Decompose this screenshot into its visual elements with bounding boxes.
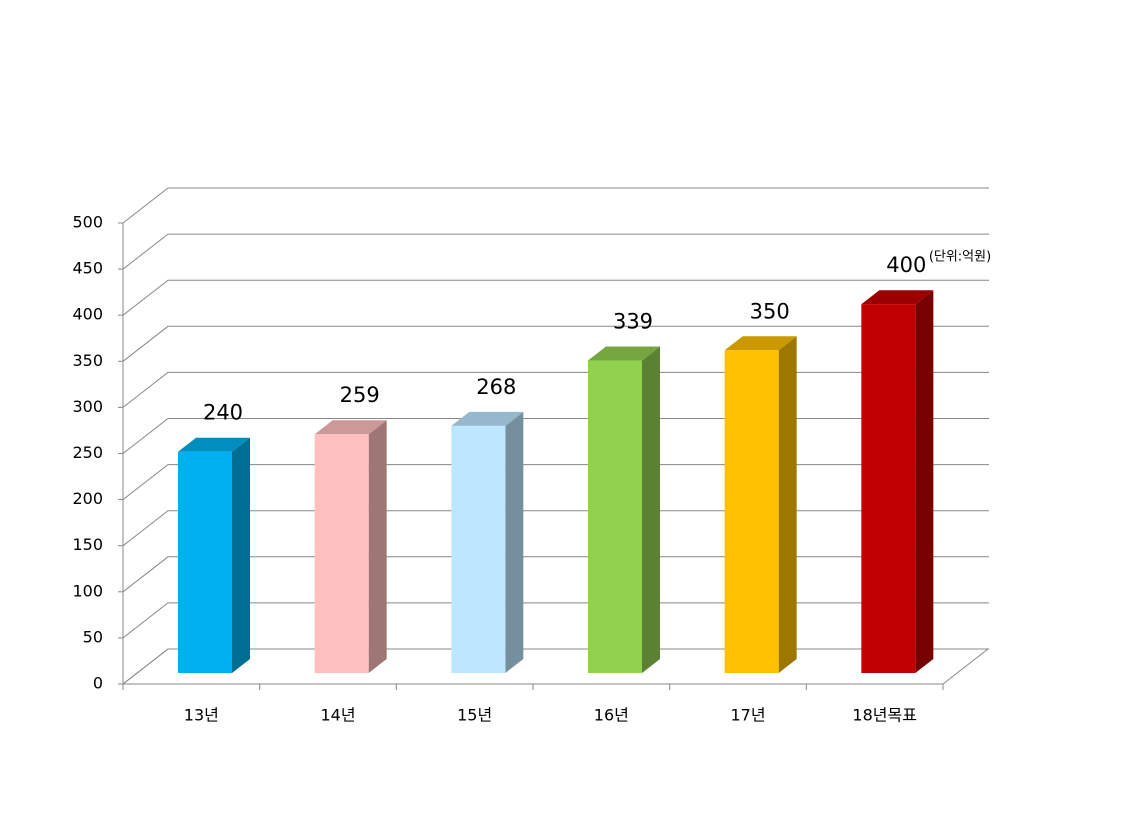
bar: [588, 360, 642, 673]
unit-annotation: (단위:억원): [929, 250, 991, 265]
y-tick-label: 300: [72, 397, 103, 416]
bar-side: [642, 346, 660, 673]
value-label: 240: [203, 401, 243, 425]
grid-line: [122, 325, 989, 362]
bar-top: [178, 437, 250, 452]
bar-side: [505, 411, 524, 673]
y-tick-label: 200: [72, 489, 103, 508]
bar: [314, 434, 369, 673]
value-label: 268: [476, 375, 516, 399]
y-tick-label: 400: [72, 305, 103, 324]
grid-line: [122, 371, 989, 408]
bar-top: [724, 336, 797, 351]
bar-top: [314, 420, 387, 435]
value-label: 350: [750, 299, 790, 323]
x-tick-label: 13년: [184, 706, 219, 725]
x-tick-label: 17년: [730, 706, 765, 725]
bar: [451, 425, 506, 673]
y-tick-label: 500: [72, 213, 103, 232]
grid-line: [122, 648, 989, 685]
grid-line: [122, 418, 989, 454]
y-tick-label: 350: [72, 351, 103, 370]
y-tick-label: 100: [72, 581, 103, 600]
bar-top: [861, 290, 934, 305]
grid-line: [122, 602, 989, 639]
value-label: 259: [340, 383, 380, 407]
bar: [724, 350, 779, 673]
y-tick-label: 450: [72, 259, 103, 278]
x-tick-label: 14년: [320, 706, 355, 725]
bar: [861, 304, 916, 673]
bar: [178, 451, 232, 673]
bar-side: [368, 420, 387, 673]
bar-side: [915, 290, 934, 673]
grid-line: [122, 556, 989, 593]
x-tick-label: 15년: [457, 706, 492, 725]
grid-line: [122, 187, 989, 224]
bar-side: [232, 437, 250, 673]
value-label: 400: [886, 253, 926, 277]
y-tick-label: 150: [72, 535, 103, 554]
y-tick-label: 50: [83, 627, 103, 646]
bar-side: [778, 336, 797, 673]
x-tick-label: 18년목표: [852, 706, 917, 725]
floor: [121, 648, 990, 685]
value-label: 339: [613, 309, 653, 333]
grid-line: [122, 233, 989, 270]
y-tick-label: 0: [93, 674, 103, 693]
grid-line: [122, 510, 989, 547]
grid-line: [122, 464, 989, 500]
bar-top: [588, 346, 660, 361]
x-tick-label: 16년: [594, 706, 629, 725]
bar-top: [451, 411, 524, 426]
grid-line: [122, 279, 989, 316]
y-tick-label: 250: [72, 443, 103, 462]
